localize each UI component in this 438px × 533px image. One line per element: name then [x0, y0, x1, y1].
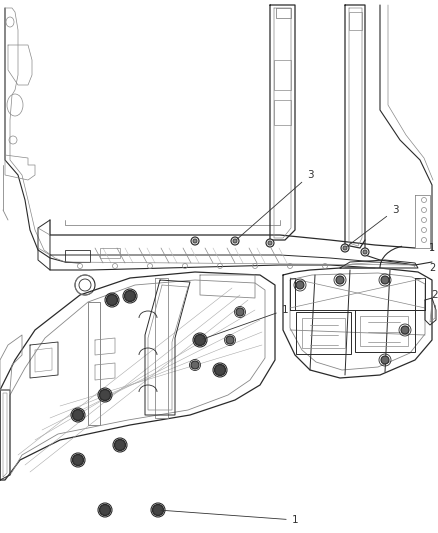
- Circle shape: [215, 365, 226, 376]
- Text: 2: 2: [432, 290, 438, 307]
- Circle shape: [226, 336, 234, 344]
- Text: 2: 2: [429, 263, 435, 273]
- Bar: [274, 60, 291, 90]
- Bar: [349, 12, 362, 30]
- Circle shape: [99, 505, 110, 515]
- Bar: [274, 100, 291, 125]
- Circle shape: [194, 335, 205, 345]
- Bar: [65, 250, 90, 262]
- Bar: [100, 248, 120, 258]
- Text: 1: 1: [161, 510, 298, 525]
- Circle shape: [124, 290, 135, 302]
- Text: 3: 3: [347, 205, 398, 246]
- Text: 3: 3: [237, 170, 313, 239]
- Bar: [296, 312, 351, 354]
- Circle shape: [73, 455, 84, 465]
- Circle shape: [361, 248, 369, 256]
- Bar: [355, 310, 415, 352]
- Circle shape: [152, 505, 163, 515]
- Circle shape: [296, 281, 304, 289]
- Circle shape: [231, 237, 239, 245]
- Circle shape: [99, 390, 110, 400]
- Bar: [360, 316, 408, 346]
- Circle shape: [236, 308, 244, 316]
- Circle shape: [193, 239, 197, 243]
- Circle shape: [336, 276, 344, 284]
- Circle shape: [266, 239, 274, 247]
- Text: 1: 1: [429, 243, 435, 253]
- Circle shape: [363, 250, 367, 254]
- Circle shape: [381, 356, 389, 364]
- Circle shape: [191, 237, 199, 245]
- Circle shape: [343, 246, 347, 250]
- Circle shape: [233, 239, 237, 243]
- Circle shape: [73, 409, 84, 421]
- Circle shape: [114, 440, 126, 450]
- Bar: [302, 318, 345, 348]
- Text: 1: 1: [203, 305, 288, 339]
- Circle shape: [341, 244, 349, 252]
- Circle shape: [401, 326, 409, 334]
- Circle shape: [268, 241, 272, 245]
- Circle shape: [191, 361, 199, 369]
- Circle shape: [381, 276, 389, 284]
- Circle shape: [106, 295, 117, 305]
